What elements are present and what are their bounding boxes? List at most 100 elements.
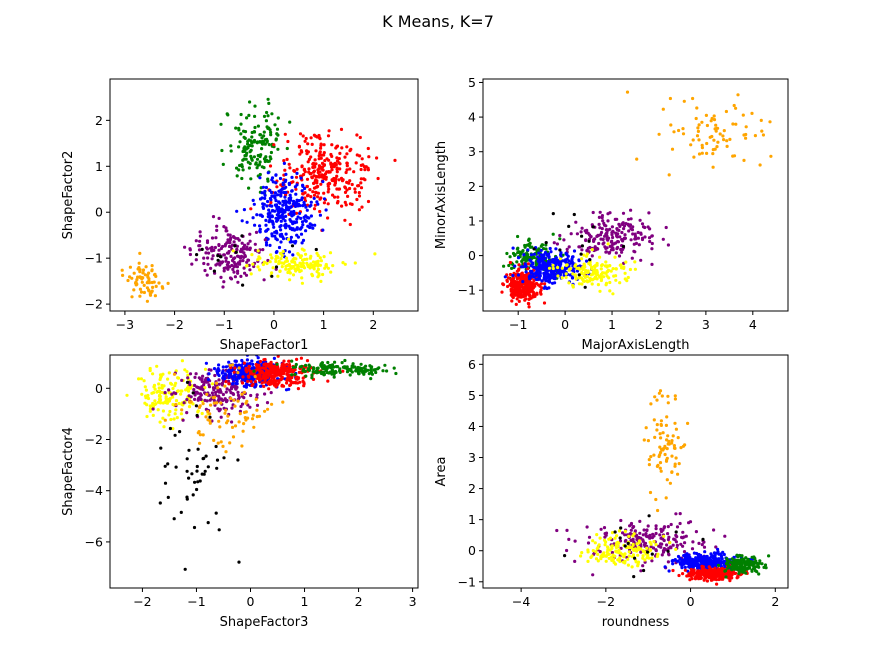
scatter-point — [565, 257, 569, 261]
scatter-point — [725, 139, 729, 143]
scatter-point — [215, 466, 219, 470]
scatter-point — [274, 173, 278, 177]
scatter-point — [584, 231, 589, 235]
scatter-point — [290, 359, 294, 363]
scatter-point — [503, 275, 507, 279]
scatter-point — [623, 533, 627, 537]
scatter-point — [602, 526, 607, 530]
scatter-point — [247, 364, 251, 368]
scatter-point — [519, 277, 523, 281]
scatter-point — [208, 415, 212, 419]
y-axis-label: ShapeFactor4 — [61, 427, 76, 516]
scatter-point — [268, 243, 272, 247]
scatter-point — [315, 367, 319, 372]
scatter-point — [292, 199, 296, 203]
scatter-point — [635, 542, 639, 546]
scatter-point — [634, 560, 638, 564]
scatter-point — [734, 122, 738, 126]
scatter-point — [357, 191, 361, 195]
scatter-point — [264, 185, 268, 190]
scatter-point — [744, 125, 748, 129]
scatter-point — [270, 256, 274, 260]
scatter-point — [579, 230, 583, 234]
scatter-point — [343, 185, 347, 189]
scatter-point — [355, 133, 359, 137]
scatter-point — [278, 225, 282, 229]
scatter-point — [265, 261, 269, 266]
scatter-point — [599, 230, 604, 235]
scatter-point — [712, 528, 716, 532]
scatter-point — [285, 381, 289, 385]
scatter-point — [628, 524, 632, 528]
scatter-point — [718, 132, 722, 136]
scatter-point — [629, 238, 633, 242]
scatter-point — [210, 236, 215, 240]
scatter-point — [585, 275, 589, 279]
scatter-point — [348, 167, 352, 171]
scatter-point — [287, 363, 292, 367]
scatter-point — [135, 278, 139, 282]
scatter-point — [188, 383, 192, 387]
scatter-point — [506, 284, 510, 289]
x-axis-label: MajorAxisLength — [582, 338, 690, 353]
scatter-point — [642, 543, 646, 547]
scatter-point — [309, 254, 313, 258]
scatter-point — [361, 163, 365, 167]
scatter-point — [608, 244, 612, 248]
scatter-point — [324, 208, 328, 212]
scatter-point — [284, 178, 288, 182]
scatter-point — [279, 374, 283, 378]
scatter-point — [211, 396, 215, 400]
x-tick-label: −4 — [512, 594, 530, 609]
scatter-point — [642, 438, 646, 442]
scatter-point — [722, 129, 726, 133]
scatter-point — [214, 444, 218, 449]
scatter-point — [709, 578, 714, 582]
scatter-point — [639, 232, 643, 236]
scatter-point — [233, 236, 238, 240]
scatter-point — [169, 417, 173, 422]
scatter-point — [277, 262, 281, 266]
scatter-point — [547, 266, 552, 270]
scatter-point — [148, 407, 152, 411]
scatter-point — [185, 495, 189, 499]
scatter-point — [153, 387, 157, 391]
scatter-point — [306, 193, 310, 197]
scatter-point — [621, 531, 625, 535]
scatter-point — [712, 114, 716, 118]
scatter-point — [327, 187, 331, 191]
scatter-point — [626, 557, 630, 561]
scatter-point — [285, 157, 289, 161]
scatter-point — [185, 411, 189, 415]
scatter-point — [658, 445, 662, 449]
scatter-point — [551, 212, 555, 216]
x-tick-label: 1 — [320, 317, 328, 332]
y-axis-label: ShapeFactor2 — [61, 151, 76, 240]
scatter-point — [253, 125, 257, 130]
scatter-point — [274, 181, 278, 185]
scatter-point — [276, 366, 280, 371]
scatter-point — [330, 168, 334, 172]
scatter-point — [293, 204, 298, 208]
scatter-point — [768, 120, 772, 124]
scatter-point — [344, 203, 348, 207]
scatter-point — [313, 223, 317, 227]
scatter-point — [711, 148, 715, 152]
scatter-point — [233, 366, 237, 370]
scatter-point — [197, 376, 201, 380]
scatter-point — [248, 239, 252, 243]
scatter-point — [266, 237, 270, 241]
scatter-point — [293, 365, 298, 369]
scatter-point — [326, 266, 330, 270]
scatter-point — [158, 501, 162, 505]
scatter-point — [158, 393, 162, 397]
scatter-point — [555, 242, 560, 246]
scatter-point — [275, 362, 279, 366]
scatter-point — [138, 287, 142, 291]
scatter-point — [649, 542, 653, 546]
scatter-point — [521, 280, 525, 284]
scatter-point — [720, 555, 724, 560]
x-tick-label: −1 — [187, 594, 205, 609]
scatter-point — [280, 377, 284, 381]
scatter-point — [699, 556, 704, 560]
